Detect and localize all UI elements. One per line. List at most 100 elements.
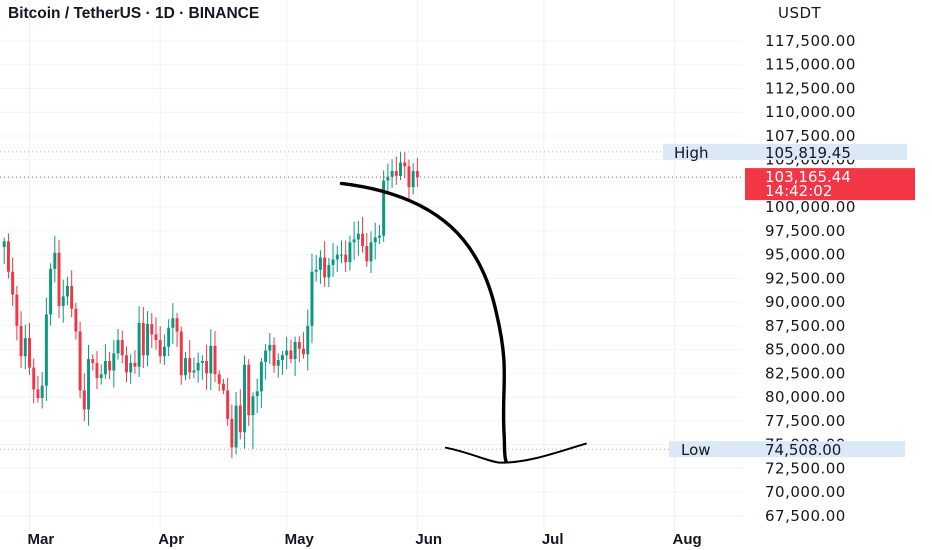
candle-body bbox=[188, 358, 192, 373]
candle-body bbox=[340, 254, 343, 256]
x-tick-label: Jul bbox=[542, 531, 564, 548]
candle-body bbox=[179, 331, 183, 376]
candle-body bbox=[175, 318, 179, 332]
candle-body bbox=[82, 390, 86, 410]
bar-countdown: 14:42:02 bbox=[765, 182, 832, 200]
candle-body bbox=[11, 271, 15, 295]
last-price-value: 103,165.44 bbox=[765, 168, 851, 186]
candle-body bbox=[53, 252, 57, 269]
candle-body bbox=[200, 360, 204, 363]
candle-body bbox=[162, 346, 166, 357]
candle-body bbox=[310, 271, 314, 326]
candle-body bbox=[44, 314, 48, 386]
y-tick-label: 112,500.00 bbox=[765, 79, 856, 97]
y-tick-label: 70,000.00 bbox=[765, 483, 846, 501]
candle-body bbox=[386, 176, 390, 181]
candle-body bbox=[103, 360, 107, 375]
candle-body bbox=[255, 391, 259, 397]
candle-body bbox=[361, 233, 365, 247]
x-tick-label: Apr bbox=[158, 531, 184, 548]
candle-body bbox=[259, 361, 263, 392]
candle-body bbox=[19, 325, 23, 357]
candle-body bbox=[36, 389, 40, 399]
candle-body bbox=[221, 383, 225, 391]
candle-body bbox=[226, 390, 230, 419]
candle-body bbox=[323, 257, 327, 278]
y-tick-label: 72,500.00 bbox=[765, 459, 846, 477]
candle-body bbox=[276, 360, 280, 366]
price-axis[interactable]: 117,500.00 115,000.00 112,500.00 110,000.00… bbox=[765, 32, 856, 525]
candle-body bbox=[302, 348, 306, 355]
candle-body bbox=[196, 362, 200, 371]
candle-body bbox=[6, 241, 10, 272]
candle-body bbox=[285, 350, 289, 356]
candle-body bbox=[399, 162, 402, 176]
candle-body bbox=[251, 396, 255, 416]
y-tick-label: 82,500.00 bbox=[765, 364, 846, 382]
candle-body bbox=[377, 235, 381, 238]
candle-body bbox=[99, 374, 103, 379]
y-tick-label: 67,500.00 bbox=[765, 507, 846, 525]
candle-body bbox=[297, 341, 301, 349]
high-label: High bbox=[674, 144, 708, 162]
candle-body bbox=[217, 374, 221, 384]
candle-body bbox=[280, 355, 284, 361]
candle-body bbox=[23, 338, 27, 357]
candle-body bbox=[95, 362, 99, 379]
x-tick-label: Jun bbox=[415, 531, 442, 548]
candle-body bbox=[373, 237, 377, 243]
candle-body bbox=[268, 344, 272, 351]
candle-body bbox=[264, 350, 268, 362]
candle-body bbox=[116, 340, 120, 354]
candlestick-series bbox=[2, 151, 419, 459]
candle-body bbox=[209, 345, 213, 374]
candle-body bbox=[133, 362, 137, 367]
candle-body bbox=[289, 350, 293, 360]
candle-body bbox=[74, 308, 78, 332]
x-tick-label: Mar bbox=[28, 531, 55, 548]
candle-body bbox=[125, 355, 128, 373]
candle-body bbox=[15, 294, 19, 326]
candle-body bbox=[70, 285, 74, 309]
y-tick-label: 117,500.00 bbox=[765, 32, 856, 50]
candle-body bbox=[382, 180, 386, 236]
y-tick-label: 87,500.00 bbox=[765, 317, 846, 335]
candle-body bbox=[141, 323, 145, 356]
time-axis[interactable]: Mar Apr May Jun Jul Aug bbox=[28, 531, 702, 548]
low-value: 74,508.00 bbox=[765, 441, 841, 459]
y-tick-label: 85,000.00 bbox=[765, 341, 846, 359]
chart-title: Bitcoin / TetherUS · 1D · BINANCE bbox=[8, 5, 259, 22]
candle-body bbox=[171, 318, 175, 328]
candle-body bbox=[344, 254, 348, 263]
y-tick-label: 107,500.00 bbox=[765, 127, 856, 145]
low-label: Low bbox=[681, 441, 711, 459]
currency-label: USDT bbox=[778, 4, 822, 22]
candle-body bbox=[348, 242, 352, 263]
candle-body bbox=[87, 359, 91, 410]
x-tick-label: May bbox=[285, 531, 315, 548]
candle-body bbox=[234, 405, 238, 448]
candle-body bbox=[154, 334, 158, 341]
candle-body bbox=[167, 327, 171, 347]
candle-body bbox=[369, 242, 373, 262]
candle-body bbox=[78, 331, 82, 391]
candle-body bbox=[314, 269, 318, 272]
candle-body bbox=[184, 358, 187, 376]
candle-body bbox=[2, 241, 6, 248]
y-tick-label: 110,000.00 bbox=[765, 103, 856, 121]
candle-body bbox=[243, 364, 246, 433]
candle-body bbox=[293, 341, 297, 360]
y-tick-label: 92,500.00 bbox=[765, 269, 846, 287]
candle-body bbox=[158, 340, 162, 357]
candle-body bbox=[146, 323, 150, 356]
last-price-marker: 103,165.44 14:42:02 bbox=[745, 168, 915, 201]
low-label-background bbox=[669, 441, 905, 458]
high-label-background bbox=[663, 143, 907, 160]
candle-body bbox=[65, 285, 69, 297]
candle-body bbox=[356, 233, 360, 240]
candle-body bbox=[150, 323, 154, 335]
low-marker: Low 74,508.00 bbox=[669, 441, 905, 459]
hand-drawn-arrow bbox=[339, 181, 508, 463]
